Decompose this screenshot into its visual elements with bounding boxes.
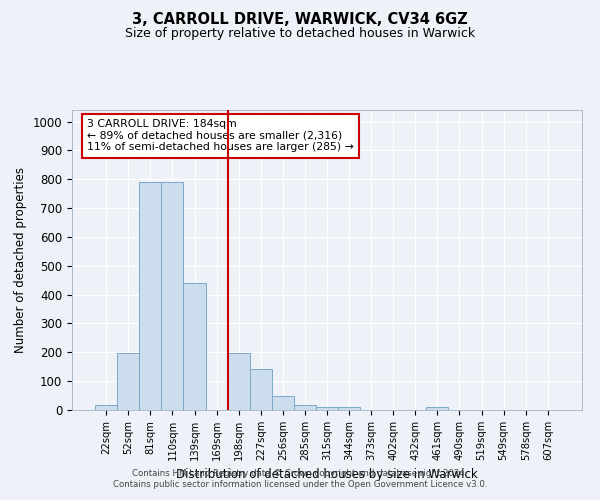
Bar [338, 407, 360, 410]
Text: Contains public sector information licensed under the Open Government Licence v3: Contains public sector information licen… [113, 480, 487, 489]
Text: Contains HM Land Registry data © Crown copyright and database right 2024.: Contains HM Land Registry data © Crown c… [132, 468, 468, 477]
Text: 3, CARROLL DRIVE, WARWICK, CV34 6GZ: 3, CARROLL DRIVE, WARWICK, CV34 6GZ [132, 12, 468, 28]
Bar [294, 405, 316, 410]
Bar [161, 182, 184, 410]
Bar [227, 353, 250, 410]
Y-axis label: Number of detached properties: Number of detached properties [14, 167, 27, 353]
Bar [139, 182, 161, 410]
X-axis label: Distribution of detached houses by size in Warwick: Distribution of detached houses by size … [176, 468, 478, 481]
Text: 3 CARROLL DRIVE: 184sqm
← 89% of detached houses are smaller (2,316)
11% of semi: 3 CARROLL DRIVE: 184sqm ← 89% of detache… [88, 119, 354, 152]
Bar [95, 405, 117, 410]
Bar [272, 396, 294, 410]
Bar [427, 407, 448, 410]
Bar [117, 353, 139, 410]
Bar [250, 369, 272, 410]
Bar [184, 282, 206, 410]
Text: Size of property relative to detached houses in Warwick: Size of property relative to detached ho… [125, 28, 475, 40]
Bar [316, 406, 338, 410]
